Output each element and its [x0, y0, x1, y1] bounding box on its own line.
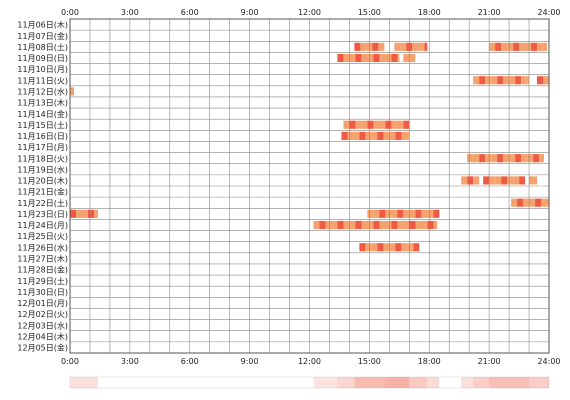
x-tick-label: 12:00: [298, 8, 321, 17]
row-label: 11月21日(金): [17, 187, 68, 197]
row-label: 11月22日(土): [17, 198, 68, 208]
row-label: 11月07日(金): [17, 31, 68, 41]
activity-segment: [529, 176, 538, 185]
density-segment: [489, 377, 530, 388]
row-label: 12月02日(火): [17, 310, 68, 319]
x-tick-label: 24:00: [537, 8, 560, 17]
density-segment: [473, 377, 490, 388]
row-label: 11月29日(土): [17, 276, 68, 286]
row-label: 11月25日(火): [17, 232, 68, 241]
row-label: 11月19日(水): [17, 164, 68, 174]
row-label: 11月09日(日): [17, 54, 68, 63]
density-segment: [409, 377, 428, 388]
x-tick-label: 0:00: [61, 8, 79, 17]
row-label: 11月30日(日): [17, 288, 68, 297]
density-segment: [384, 377, 410, 388]
row-label: 11月27日(木): [17, 253, 68, 263]
row-label: 12月01日(月): [17, 299, 68, 308]
row-label: 12月03日(水): [17, 320, 68, 330]
row-label: 11月12日(水): [17, 86, 68, 96]
row-label: 11月13日(木): [17, 98, 68, 108]
row-labels: 11月06日(木)11月07日(金)11月08日(土) 11月09日(日) 11月1…: [17, 20, 68, 353]
row-label: 11月17日(月): [17, 143, 68, 152]
x-tick-label: 15:00: [358, 8, 381, 17]
activity-segment: [313, 220, 438, 230]
density-bar-track: [69, 376, 550, 389]
activity-segment: [473, 76, 530, 85]
x-tick-label: 6:00: [181, 8, 199, 17]
x-tick-label: 9:00: [241, 8, 259, 17]
x-tick-label: 15:00: [358, 357, 381, 366]
x-tick-label: 6:00: [181, 357, 199, 366]
row-label: 11月11日(火): [17, 76, 68, 85]
activity-segment: [70, 87, 74, 96]
x-tick-label: 3:00: [121, 8, 139, 17]
row-label: 11月23日(日): [17, 210, 68, 219]
row-label: 11月18日(火): [17, 154, 68, 163]
activity-segment: [70, 209, 98, 218]
row-label: 11月14日(金): [17, 109, 68, 119]
density-segment: [337, 377, 355, 388]
chart-grid: [69, 18, 550, 354]
x-tick-label: 12:00: [298, 357, 321, 366]
activity-segment: [337, 53, 400, 63]
x-tick-label: 3:00: [121, 357, 139, 366]
x-tick-label: 18:00: [418, 8, 441, 17]
activity-segment: [483, 176, 526, 185]
x-tick-label: 24:00: [537, 357, 560, 366]
row-label: 11月28日(金): [17, 265, 68, 275]
activity-segment: [394, 42, 428, 51]
row-label: 12月05日(金): [17, 343, 68, 353]
row-label: 11月20日(木): [17, 176, 68, 186]
x-tick-label: 21:00: [478, 8, 501, 17]
row-label: 11月10日(月): [17, 65, 68, 74]
density-segment: [461, 377, 474, 388]
activity-segment: [341, 131, 410, 140]
row-label: 11月24日(月): [17, 221, 68, 230]
row-label: 11月26日(水): [17, 242, 68, 252]
density-segment: [354, 377, 385, 388]
activity-segment: [403, 53, 416, 63]
activity-segment: [343, 120, 410, 129]
plot-border: [69, 18, 550, 354]
activity-segment: [489, 42, 548, 51]
density-segment: [313, 377, 338, 388]
activity-segment: [359, 243, 420, 252]
x-tick-label: 21:00: [478, 357, 501, 366]
density-segment: [427, 377, 440, 388]
x-tick-labels-bottom: 0:00 3:00 6:00 9:00 12:00 15:00 18:00 21:00 24:0…: [61, 357, 561, 366]
activity-segment: [537, 76, 549, 85]
row-label: 11月16日(日): [17, 132, 68, 141]
row-label: 11月08日(土): [17, 42, 68, 52]
row-label: 11月15日(土): [17, 120, 68, 130]
row-label: 12月04日(木): [17, 331, 68, 341]
x-tick-label: 0:00: [61, 357, 79, 366]
x-tick-labels-top: 0:00 3:00 6:00 9:00 12:00 15:00 18:00 21:00 24:0…: [61, 8, 561, 17]
x-tick-label: 18:00: [418, 357, 441, 366]
activity-segment: [367, 209, 440, 218]
density-bar: [69, 376, 550, 389]
density-segment: [70, 377, 98, 388]
activity-segment: [467, 154, 545, 163]
activity-segment: [461, 176, 480, 185]
density-segment: [529, 377, 549, 388]
activity-segment: [511, 198, 549, 207]
row-label: 11月06日(木): [17, 20, 68, 30]
x-tick-label: 9:00: [241, 357, 259, 366]
